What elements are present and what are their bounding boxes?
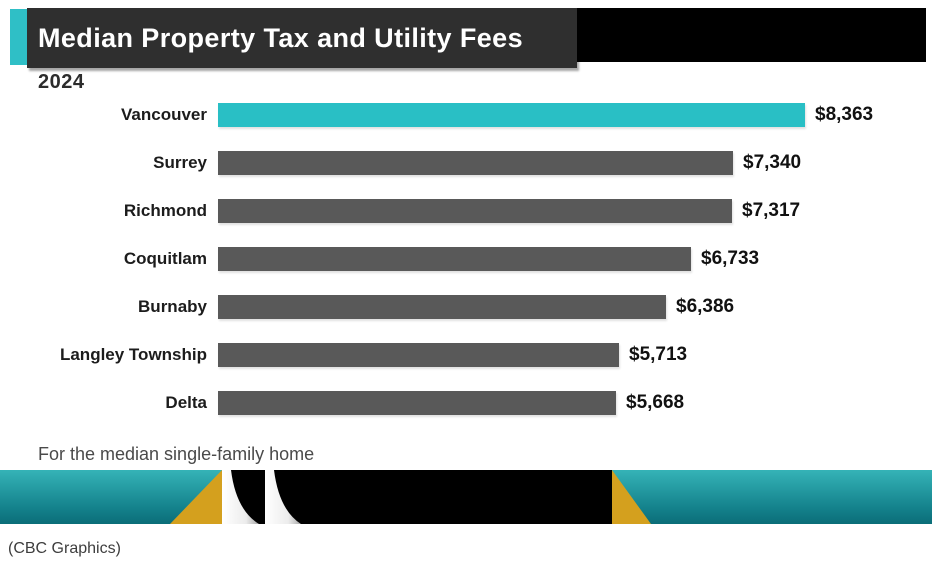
- chart-row: Surrey $7,340: [0, 151, 932, 175]
- category-label: Vancouver: [121, 105, 207, 124]
- cbc-lower-third-band: [0, 470, 932, 524]
- value-label: $7,340: [743, 152, 802, 173]
- chart-row: Langley Township $5,713: [0, 343, 932, 367]
- bar: [218, 295, 666, 319]
- value-label: $5,668: [626, 392, 685, 413]
- bar: [218, 151, 733, 175]
- year-label: 2024: [38, 71, 85, 93]
- value-label: $6,733: [701, 248, 760, 269]
- bar: [218, 247, 691, 271]
- bar: [218, 103, 805, 127]
- bar: [218, 343, 619, 367]
- value-label: $5,713: [629, 344, 688, 365]
- source-caption: (CBC Graphics): [8, 540, 121, 557]
- category-label: Richmond: [123, 201, 207, 220]
- bar: [218, 391, 616, 415]
- value-label: $6,386: [676, 296, 735, 317]
- header-accent-strip: [10, 9, 27, 65]
- chart-row: Burnaby $6,386: [0, 295, 932, 319]
- category-label: Langley Township: [59, 345, 207, 364]
- value-label: $7,317: [742, 200, 801, 221]
- category-label: Surrey: [153, 153, 207, 172]
- band-gold-triangle-right: [612, 470, 651, 524]
- top-black-band: [577, 8, 926, 62]
- value-label: $8,363: [815, 104, 874, 125]
- title-box: Median Property Tax and Utility Fees: [27, 8, 577, 68]
- chart-row: Delta $5,668: [0, 391, 932, 415]
- category-label: Delta: [165, 393, 207, 412]
- category-label: Burnaby: [138, 297, 207, 316]
- chart-row: Coquitlam $6,733: [0, 247, 932, 271]
- bar-chart: Vancouver $8,363 Surrey $7,340 Richmond $7,31…: [0, 103, 932, 439]
- chart-row: Vancouver $8,363: [0, 103, 932, 127]
- category-label: Coquitlam: [123, 249, 207, 268]
- band-white-sail-2: [265, 470, 301, 524]
- bar: [218, 199, 732, 223]
- chart-footnote: For the median single-family home: [38, 444, 315, 464]
- page-title: Median Property Tax and Utility Fees: [38, 22, 524, 53]
- band-gold-triangle-left: [170, 470, 222, 524]
- band-white-sail-1: [222, 470, 259, 524]
- chart-row: Richmond $7,317: [0, 199, 932, 223]
